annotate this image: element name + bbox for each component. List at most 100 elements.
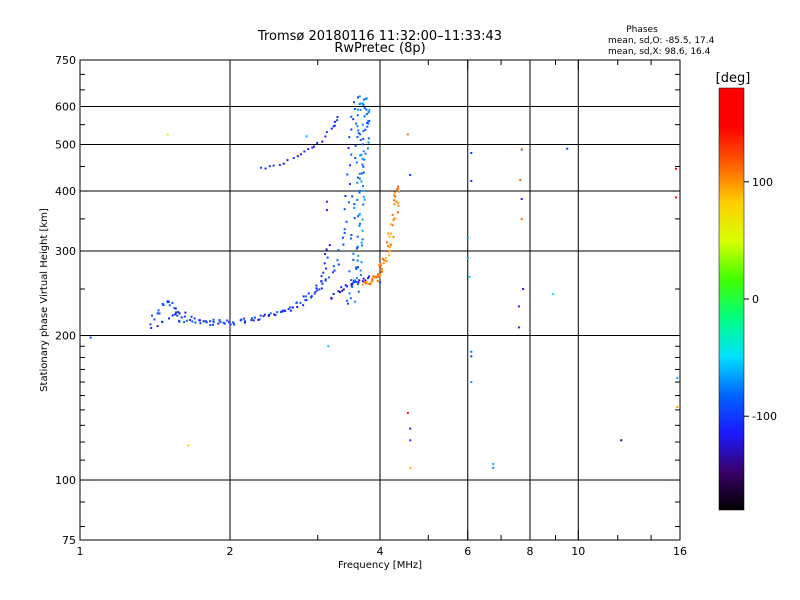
echo-point xyxy=(369,283,372,286)
echo-point xyxy=(217,322,220,325)
echo-point xyxy=(229,323,232,326)
echo-point xyxy=(244,321,246,324)
echo-point xyxy=(189,319,192,321)
echo-point xyxy=(466,236,469,239)
echo-point xyxy=(351,195,354,198)
echo-point xyxy=(321,140,324,143)
echo-point xyxy=(377,275,380,278)
echo-point xyxy=(187,444,190,447)
echo-point xyxy=(359,133,362,136)
echo-point xyxy=(397,187,400,190)
echo-point xyxy=(379,281,381,284)
echo-point xyxy=(566,147,569,150)
echo-point xyxy=(352,258,355,261)
echo-point xyxy=(352,252,355,255)
echo-point xyxy=(273,313,276,316)
echo-point xyxy=(180,316,183,319)
echo-point xyxy=(305,299,308,302)
echo-point xyxy=(393,194,396,197)
echo-point xyxy=(359,154,362,157)
echo-point xyxy=(166,300,169,303)
echo-point xyxy=(171,301,174,304)
echo-point xyxy=(324,278,327,281)
echo-point xyxy=(367,110,370,113)
echo-point xyxy=(361,172,363,175)
echo-point xyxy=(357,176,359,179)
echo-point xyxy=(359,269,362,272)
echo-point xyxy=(379,264,382,267)
echo-point xyxy=(263,313,266,316)
y-tick-label: 500 xyxy=(55,139,76,152)
echo-point xyxy=(254,316,256,319)
echo-point xyxy=(324,135,327,138)
echo-point xyxy=(373,276,376,279)
echo-point xyxy=(328,244,331,247)
echo-point xyxy=(361,244,364,247)
y-tick-label: 200 xyxy=(55,330,76,343)
echo-point xyxy=(372,275,375,278)
echo-point xyxy=(356,136,359,138)
echo-point xyxy=(363,198,366,201)
echo-point xyxy=(310,295,313,298)
echo-point xyxy=(345,220,348,223)
data-points xyxy=(89,95,679,469)
echo-point xyxy=(356,277,358,280)
echo-point xyxy=(162,303,165,306)
echo-point xyxy=(341,236,344,239)
x-tick-label: 8 xyxy=(527,545,534,558)
echo-point xyxy=(346,299,349,302)
echo-point xyxy=(357,266,359,269)
echo-point xyxy=(358,224,361,227)
echo-point xyxy=(315,287,318,290)
echo-point xyxy=(330,127,333,130)
echo-point xyxy=(356,235,359,238)
echo-point xyxy=(384,256,387,259)
echo-point xyxy=(212,321,215,323)
echo-point xyxy=(153,318,156,321)
echo-point xyxy=(307,148,310,151)
echo-point xyxy=(357,254,360,257)
echo-point xyxy=(307,292,310,295)
echo-point xyxy=(222,321,225,324)
echo-point xyxy=(356,114,359,117)
echo-point xyxy=(223,322,226,325)
echo-point xyxy=(161,320,164,323)
echo-point xyxy=(392,236,395,238)
echo-point xyxy=(336,116,339,118)
echo-point xyxy=(269,312,272,315)
echo-point xyxy=(218,319,221,322)
echo-point xyxy=(398,190,401,193)
x-tick-label: 6 xyxy=(464,545,471,558)
echo-point xyxy=(520,217,523,220)
echo-point xyxy=(362,171,365,174)
echo-point xyxy=(392,219,395,222)
echo-point xyxy=(194,321,197,324)
echo-point xyxy=(344,195,347,197)
echo-point xyxy=(332,265,335,268)
echo-point xyxy=(362,195,365,198)
echo-point xyxy=(156,325,159,328)
echo-point xyxy=(325,131,328,134)
echo-point xyxy=(368,275,371,278)
echo-point xyxy=(359,109,362,111)
y-tick-label: 400 xyxy=(55,185,76,198)
echo-point xyxy=(409,466,412,469)
echo-point xyxy=(387,232,389,235)
phases-x-stats: mean, sd,X: 98.6, 16.4 xyxy=(608,47,711,57)
echo-point xyxy=(167,300,170,303)
echo-point xyxy=(344,284,347,287)
y-tick-label: 75 xyxy=(62,534,76,547)
echo-point xyxy=(356,245,359,248)
echo-point xyxy=(157,309,160,312)
echo-point xyxy=(363,115,366,118)
grid-lines xyxy=(80,60,680,540)
y-tick-label: 750 xyxy=(55,54,76,67)
echo-point xyxy=(173,307,176,310)
echo-point xyxy=(332,293,335,295)
echo-point xyxy=(324,253,326,255)
echo-point xyxy=(219,321,222,323)
echo-point xyxy=(322,271,325,274)
echo-point xyxy=(183,321,186,324)
echo-point xyxy=(354,300,357,303)
echo-point xyxy=(364,128,367,131)
